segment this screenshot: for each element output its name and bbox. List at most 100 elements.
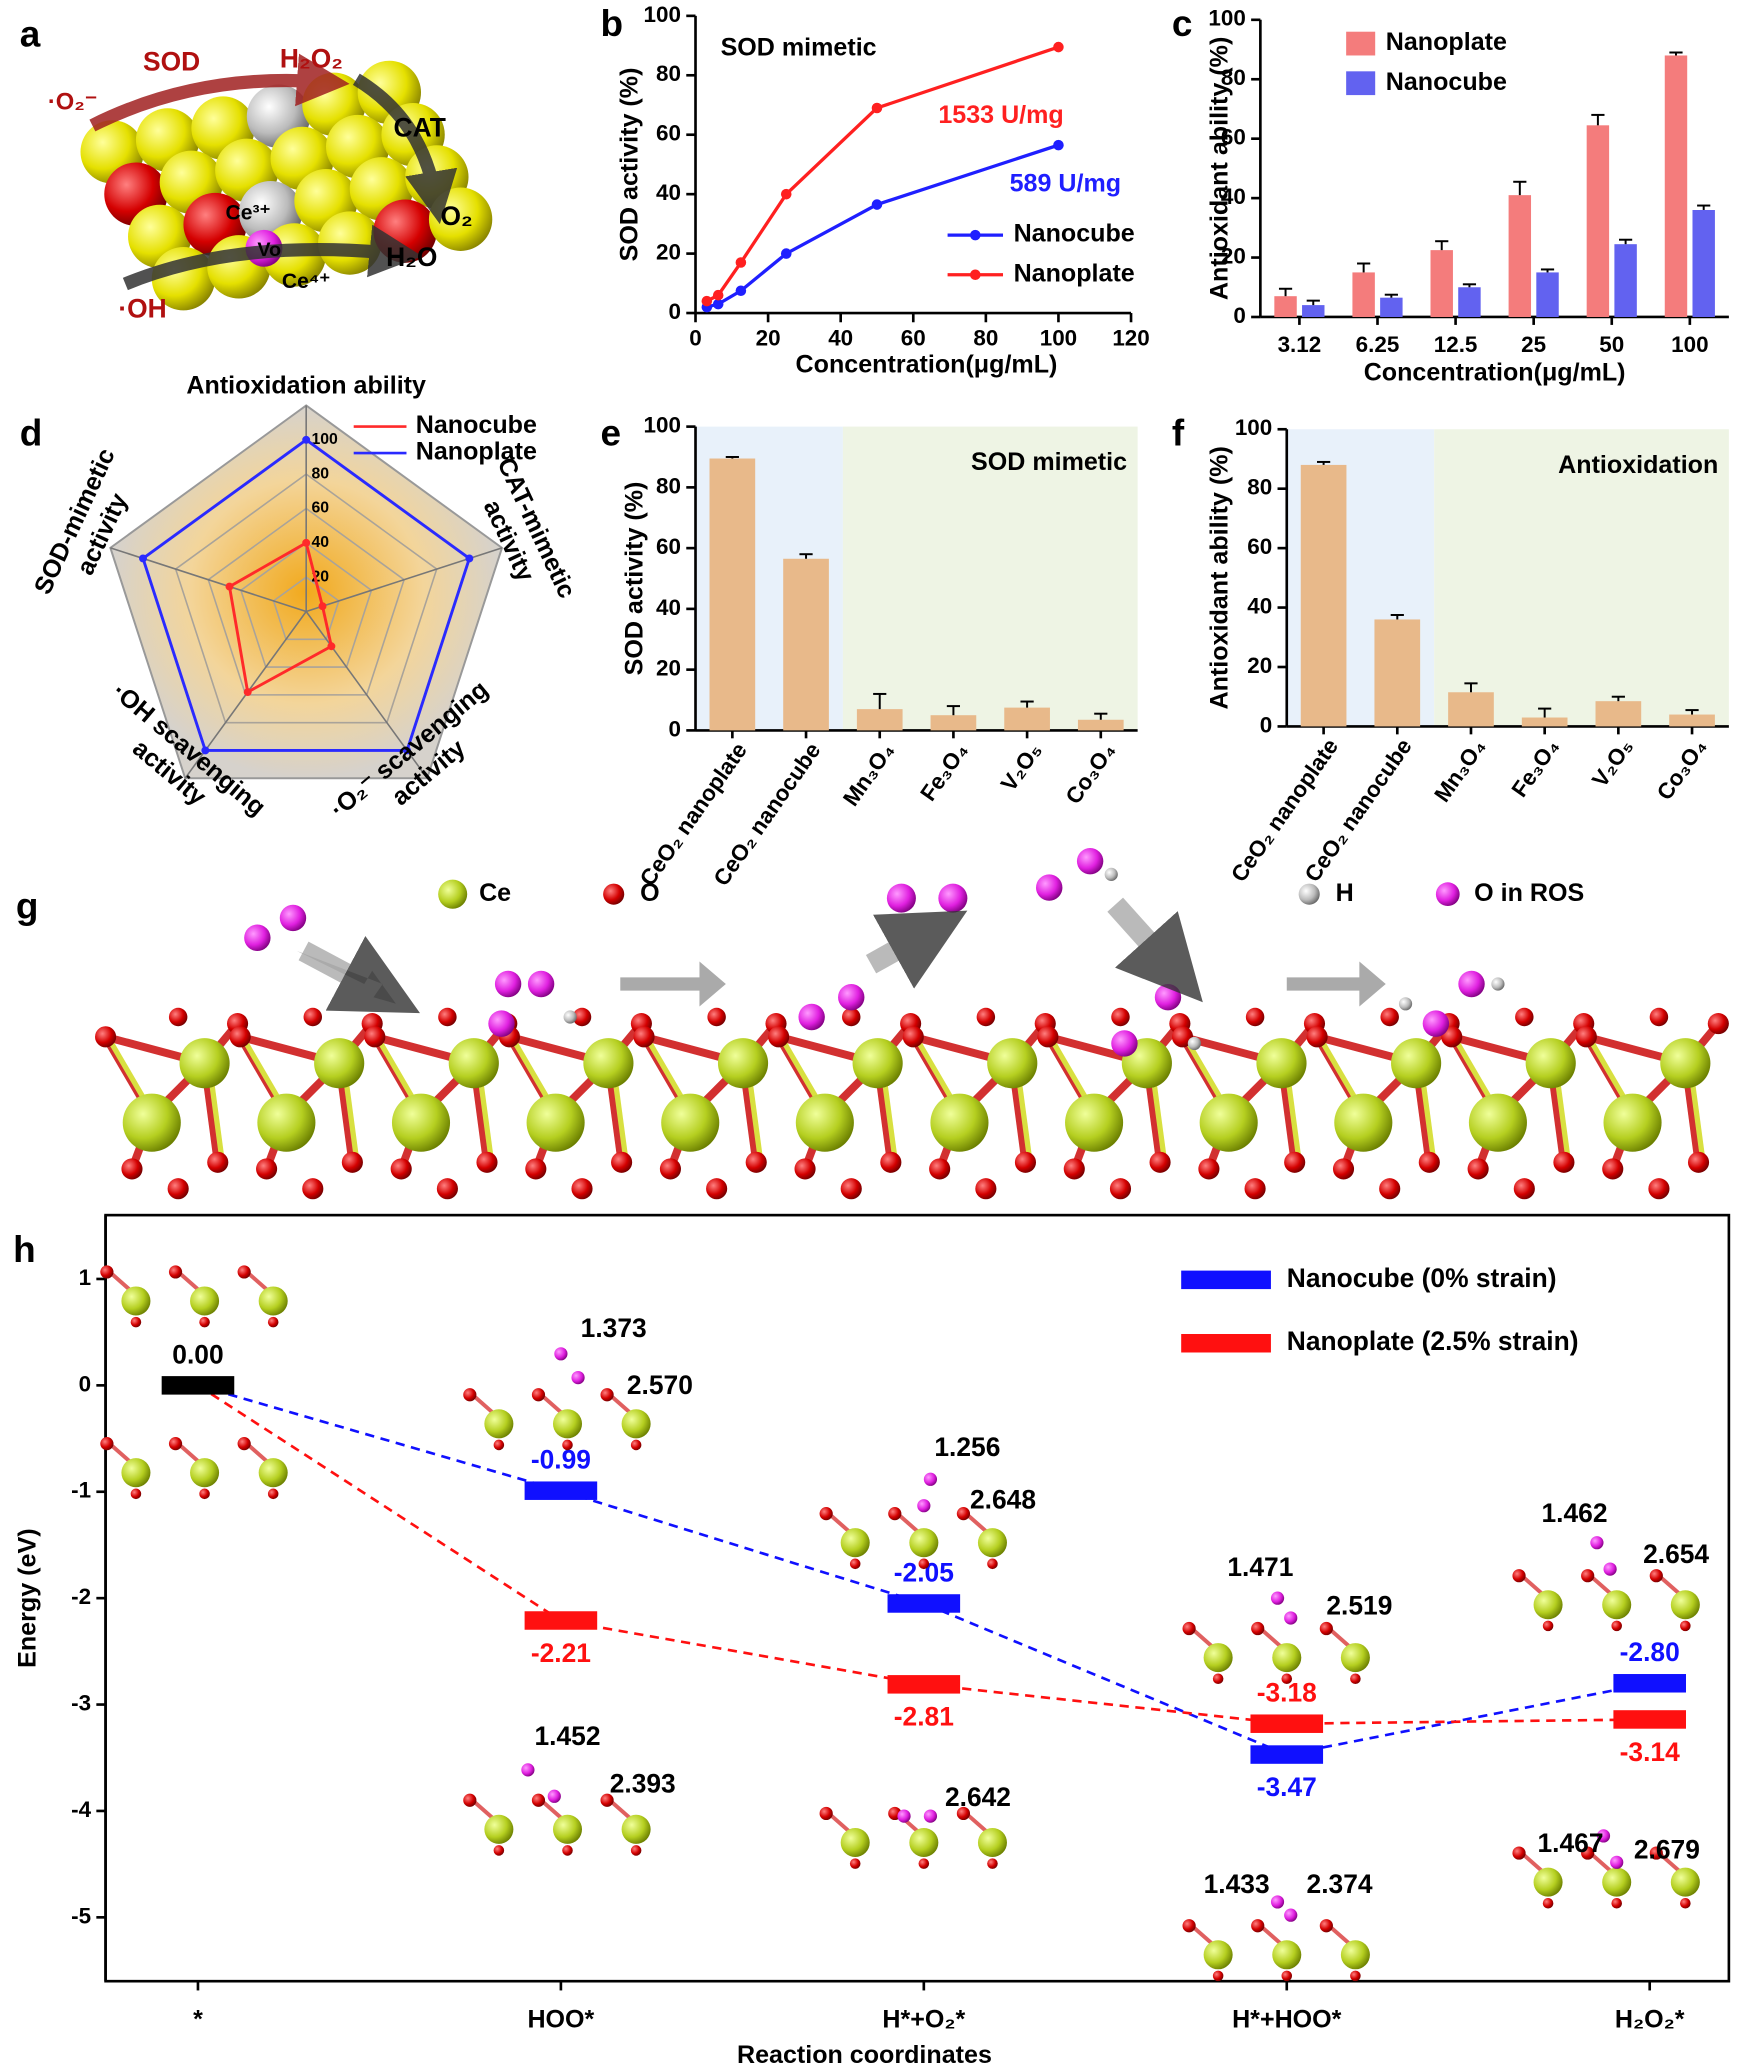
bond-length: 1.452 <box>535 1721 601 1751</box>
decoration <box>1525 1038 1576 1089</box>
value-label: -3.14 <box>1620 1737 1680 1767</box>
x-tick-label: 0 <box>689 325 701 350</box>
y-tick-label: 20 <box>1247 653 1272 678</box>
bond-length: 2.648 <box>970 1485 1036 1515</box>
x-tick-label: H*+O₂* <box>882 2005 965 2033</box>
y-tick-label: 80 <box>1221 65 1246 90</box>
point <box>712 298 724 310</box>
decoration <box>121 1286 151 1316</box>
x-tick-label: Mn₃O₄ <box>838 738 899 810</box>
decoration <box>1350 1970 1361 1982</box>
legend-label: Nanoplate <box>1014 259 1135 287</box>
error-bar <box>1020 700 1034 708</box>
point <box>465 554 474 563</box>
decoration <box>630 1845 642 1856</box>
decoration <box>1065 1093 1124 1152</box>
x-axis-label: Concentration(μg/mL) <box>796 350 1058 378</box>
bar <box>709 458 756 731</box>
bar <box>1380 297 1403 317</box>
error-bar <box>946 705 961 716</box>
decoration <box>531 1388 546 1402</box>
y-tick-label: 40 <box>656 180 681 205</box>
decoration <box>1602 1590 1632 1620</box>
bond-length: 1.462 <box>1541 1498 1607 1528</box>
line <box>706 45 1059 303</box>
radar-line <box>141 438 472 752</box>
y-tick-label: 0 <box>79 1371 91 1396</box>
bar <box>1352 272 1375 317</box>
legend-label: H <box>1336 879 1354 907</box>
decoration <box>1199 1093 1258 1152</box>
annotation: SOD mimetic <box>721 33 877 61</box>
legend-label: Nanocube (0% strain) <box>1287 1263 1557 1293</box>
decoration <box>526 1093 585 1152</box>
decoration <box>1707 1013 1729 1035</box>
decoration <box>571 1178 593 1200</box>
error-bar <box>1685 709 1699 715</box>
decoration <box>659 1158 681 1180</box>
annotation: Antioxidation <box>1558 451 1718 479</box>
error-bar <box>1540 268 1555 273</box>
decoration <box>1111 1030 1138 1057</box>
decoration <box>130 1316 142 1328</box>
decoration <box>840 1178 862 1200</box>
point <box>871 199 883 210</box>
error-bar <box>1384 293 1398 298</box>
decoration <box>314 1038 365 1089</box>
connector <box>197 1384 1650 1756</box>
y-tick-label: 60 <box>656 534 681 559</box>
decoration <box>463 1793 477 1807</box>
error-bar <box>1669 51 1683 56</box>
decoration <box>1581 1846 1595 1860</box>
decoration <box>476 1151 498 1173</box>
decoration <box>436 1178 458 1200</box>
decoration <box>1212 1673 1224 1685</box>
decoration <box>1149 1151 1171 1173</box>
grid-ring <box>239 541 373 668</box>
decoration <box>1350 1673 1361 1685</box>
decoration <box>633 1026 655 1048</box>
legend-swatch <box>1181 1270 1271 1290</box>
decoration <box>100 1437 114 1451</box>
x-tick-label: 6.25 <box>1356 332 1400 357</box>
decoration <box>521 1763 535 1777</box>
x-axis-label: Concentration(μg/mL) <box>1364 358 1626 386</box>
panel-label: d <box>20 413 43 454</box>
panel-label: c <box>1172 3 1193 44</box>
y-axis-label: Antioxidant ability (%) <box>1205 446 1233 709</box>
point <box>225 582 234 591</box>
error-bar <box>1094 712 1108 720</box>
y-tick-label: 0 <box>669 299 681 324</box>
decoration <box>768 1026 790 1048</box>
y-axis-label: Energy (eV) <box>14 1528 42 1667</box>
decoration <box>917 1499 931 1513</box>
annotation: 589 U/mg <box>1010 170 1121 198</box>
decoration <box>1281 1970 1293 1982</box>
decoration <box>798 1003 825 1031</box>
bond-length: 2.570 <box>627 1370 693 1400</box>
decoration <box>852 1038 903 1089</box>
energy-level <box>1250 1714 1324 1733</box>
decoration <box>1435 882 1460 907</box>
decoration <box>1398 997 1413 1011</box>
bar <box>856 709 903 731</box>
decoration <box>909 1827 939 1858</box>
decoration <box>1014 1151 1037 1173</box>
decoration <box>600 1388 614 1402</box>
decoration <box>1063 1158 1085 1180</box>
decoration <box>918 1858 930 1869</box>
decoration <box>1298 883 1320 905</box>
panel-label: f <box>1172 413 1185 454</box>
point <box>139 554 147 563</box>
x-tick-label: 12.5 <box>1434 332 1478 357</box>
error-bar <box>725 456 739 459</box>
decoration <box>199 1316 210 1328</box>
x-tick-label: 120 <box>1112 325 1149 350</box>
illustration-label: Vo <box>257 239 281 261</box>
decoration <box>1286 961 1386 1007</box>
y-tick-label: -5 <box>71 1903 91 1928</box>
decoration <box>484 1814 514 1844</box>
decoration <box>1245 1007 1265 1027</box>
point <box>403 746 411 755</box>
decoration <box>364 1026 386 1048</box>
